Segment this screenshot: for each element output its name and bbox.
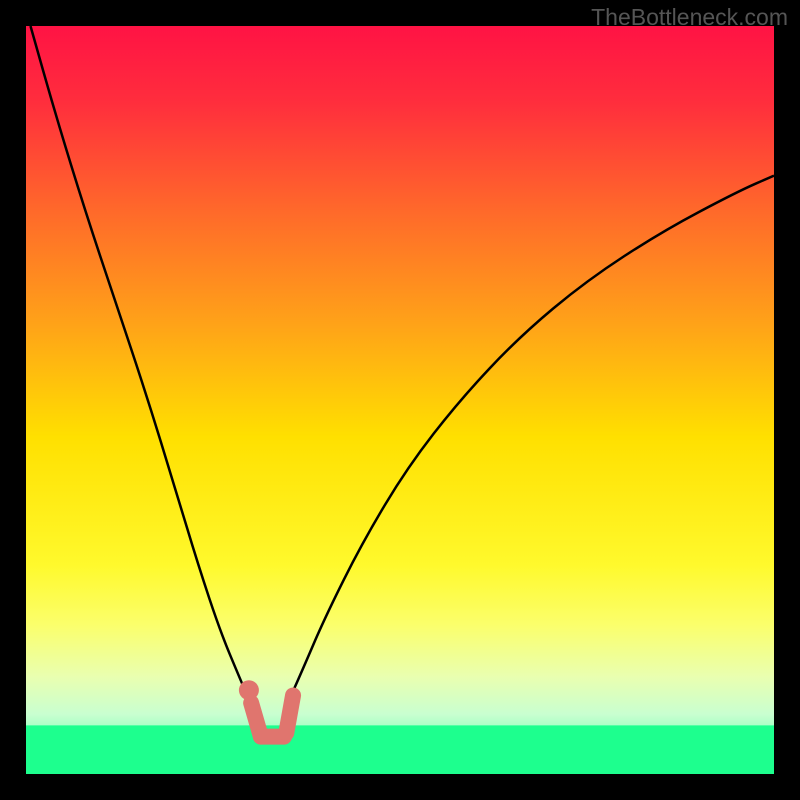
watermark-text: TheBottleneck.com bbox=[591, 4, 788, 31]
valley-marker-segment-3 bbox=[286, 695, 293, 732]
chart-container: TheBottleneck.com bbox=[0, 0, 800, 800]
plot-area bbox=[26, 26, 774, 774]
chart-svg bbox=[26, 26, 774, 774]
